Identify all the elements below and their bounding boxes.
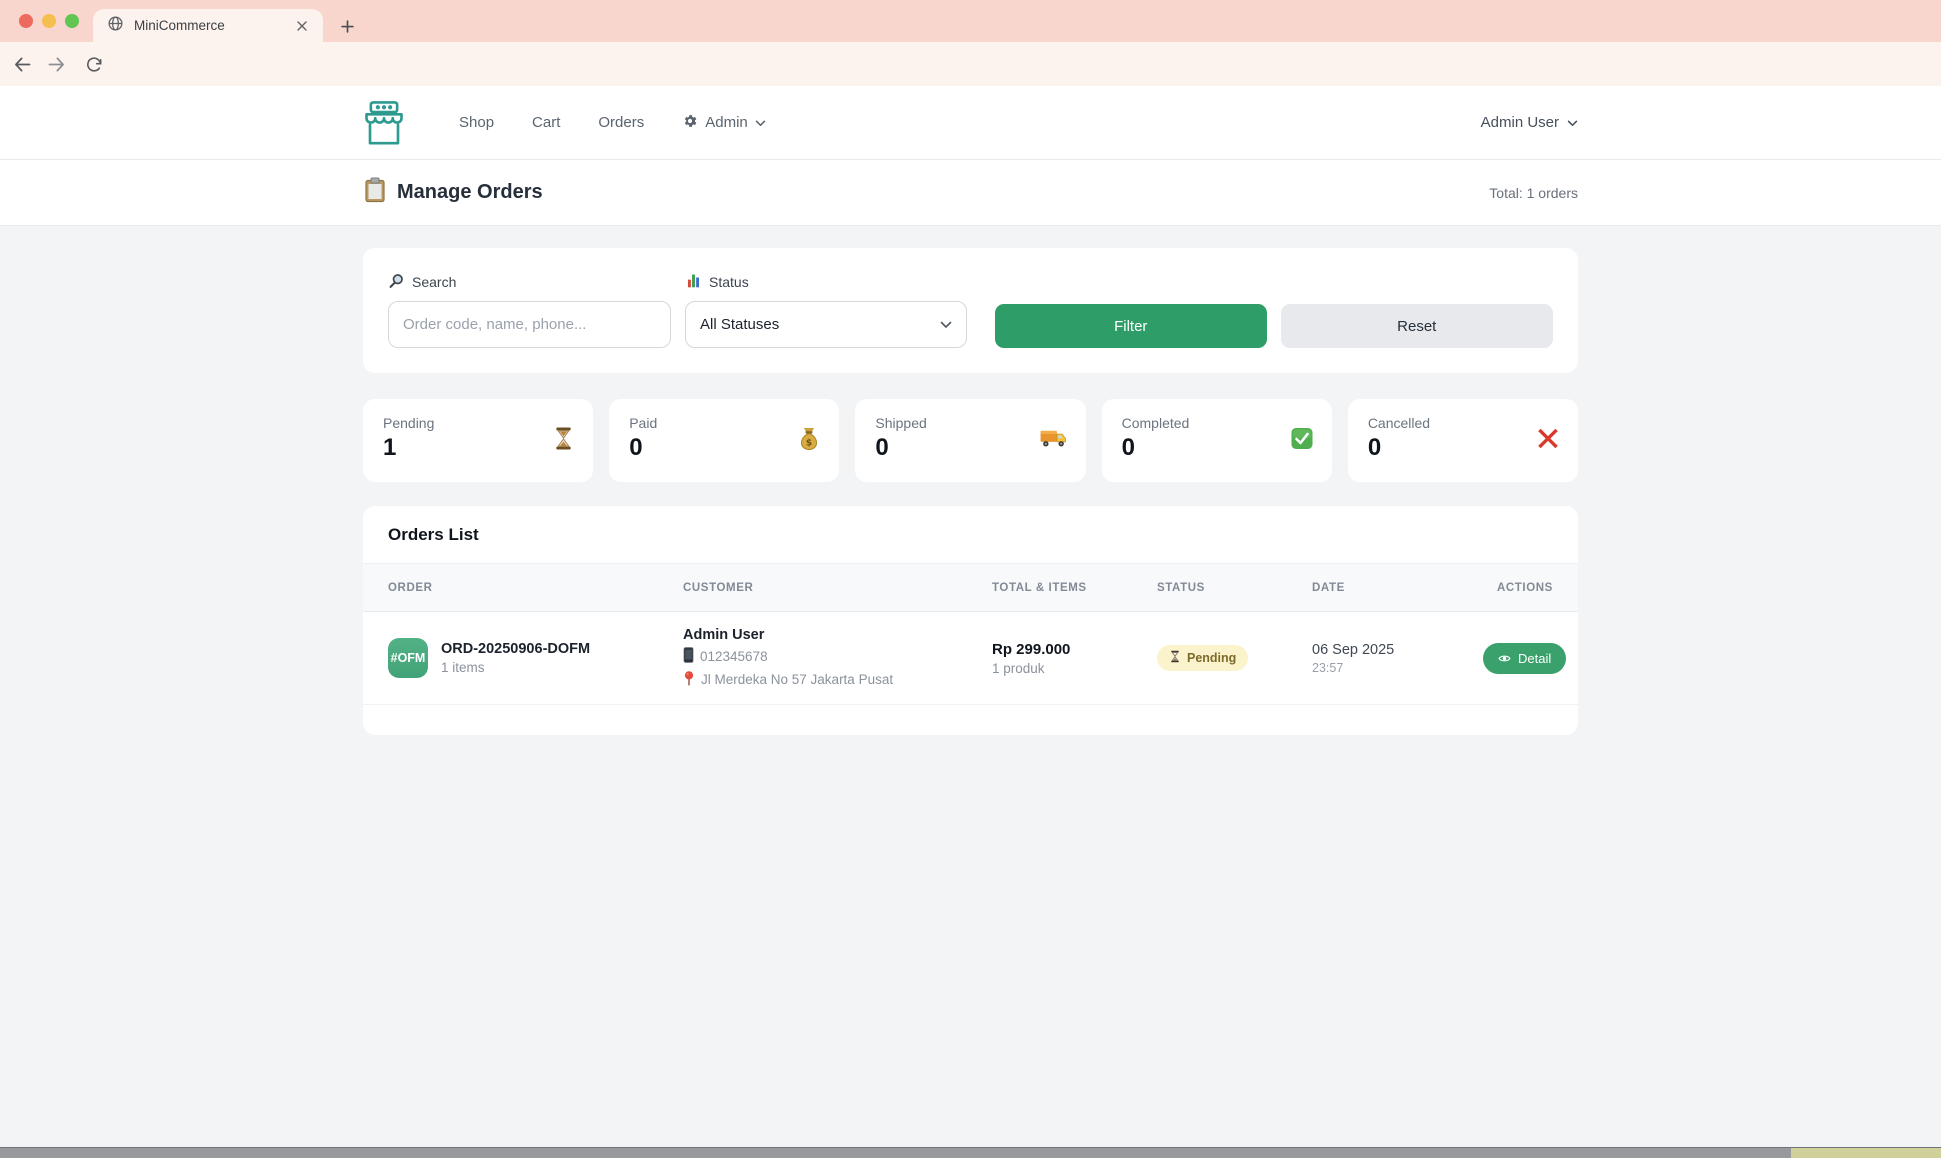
new-tab-button[interactable] (334, 13, 360, 39)
stat-card-pending: Pending 1 (363, 399, 594, 482)
customer-name: Admin User (683, 626, 765, 643)
orders-card: Orders List ORDER CUSTOMER TOTAL & ITEMS… (363, 506, 1578, 735)
stat-label: Completed (1121, 415, 1190, 431)
detail-button-label: Detail (1518, 650, 1552, 666)
admin-menu[interactable]: Admin (682, 113, 766, 133)
status-select[interactable]: All Statuses (685, 301, 967, 348)
close-window-button[interactable] (19, 14, 33, 28)
globe-favicon-icon (107, 15, 124, 37)
stats-row: Pending 1 Paid 0 $ Shipped (363, 399, 1579, 482)
page-title: Manage Orders (397, 181, 543, 203)
order-total: Rp 299.000 (992, 640, 1071, 658)
content: Search Status All Statuses (0, 226, 1941, 735)
admin-menu-label: Admin (705, 114, 748, 131)
bar-chart-icon (685, 272, 702, 292)
svg-text:$: $ (806, 438, 812, 448)
column-status: STATUS (1157, 581, 1205, 594)
clipboard-icon (363, 177, 387, 209)
total-orders: Total: 1 orders (1489, 184, 1578, 201)
user-menu[interactable]: Admin User (1481, 114, 1578, 131)
chevron-down-icon (1567, 114, 1578, 131)
order-items-count: 1 items (441, 660, 485, 675)
order-badge: #OFM (388, 638, 428, 678)
hourglass-icon (1169, 650, 1181, 666)
filter-card: Search Status All Statuses (363, 248, 1578, 373)
tab-close-icon[interactable] (293, 17, 311, 35)
tab-strip: MiniCommerce (0, 0, 1941, 42)
status-badge: Pending (1157, 645, 1249, 671)
stat-label: Pending (383, 415, 435, 431)
search-icon (388, 272, 405, 292)
stat-label: Cancelled (1367, 415, 1431, 431)
order-code: ORD-20250906-DOFM (441, 641, 591, 657)
filter-button[interactable]: Filter (995, 304, 1267, 348)
page: Shop Cart Orders Admin Admin User (0, 86, 1941, 1147)
column-order: ORDER (388, 581, 433, 594)
browser-toolbar: minicommerce.satutera.com/admin/orders F… (0, 42, 1941, 123)
stat-card-shipped: Shipped 0 (855, 399, 1086, 482)
stat-label: Paid (629, 415, 658, 431)
order-row: #OFM ORD-20250906-DOFM 1 items Admin Use… (363, 612, 1578, 705)
search-input[interactable] (388, 301, 671, 348)
minimize-window-button[interactable] (42, 14, 56, 28)
browser-tab[interactable]: MiniCommerce (93, 9, 323, 42)
reset-button[interactable]: Reset (1280, 304, 1553, 348)
detail-button[interactable]: Detail (1483, 642, 1567, 674)
column-actions: ACTIONS (1497, 581, 1553, 594)
hourglass-icon (552, 426, 575, 456)
status-badge-label: Pending (1187, 651, 1237, 665)
traffic-lights (19, 14, 79, 28)
back-button[interactable] (10, 52, 34, 76)
order-date: 06 Sep 2025 (1312, 641, 1395, 658)
stat-card-cancelled: Cancelled 0 (1347, 399, 1579, 482)
nav-links: Shop Cart Orders Admin (459, 113, 766, 133)
maximize-window-button[interactable] (65, 14, 79, 28)
money-bag-icon: $ (797, 425, 821, 456)
desktop-window-sliver (1791, 1148, 1941, 1158)
order-time: 23:57 (1312, 660, 1344, 675)
desktop-strip (0, 1147, 1941, 1158)
eye-icon (1498, 651, 1511, 666)
stat-value: 0 (875, 434, 889, 461)
nav-link-shop[interactable]: Shop (459, 114, 495, 131)
stat-value: 1 (383, 434, 397, 461)
nav-link-orders[interactable]: Orders (598, 114, 645, 131)
stat-card-completed: Completed 0 (1101, 399, 1332, 482)
forward-button[interactable] (44, 52, 68, 76)
stat-value: 0 (629, 434, 643, 461)
stat-value: 0 (1121, 434, 1135, 461)
status-select-value: All Statuses (700, 316, 780, 333)
page-header: Manage Orders Total: 1 orders (0, 160, 1941, 226)
nav-link-cart[interactable]: Cart (532, 114, 561, 131)
column-total-items: TOTAL & ITEMS (992, 581, 1087, 594)
column-customer: CUSTOMER (683, 581, 754, 594)
orders-table-header: ORDER CUSTOMER TOTAL & ITEMS STATUS DATE… (363, 563, 1578, 612)
search-label: Search (412, 274, 457, 290)
check-icon (1290, 426, 1314, 455)
chevron-down-icon (940, 316, 952, 333)
customer-address: Jl Merdeka No 57 Jakarta Pusat (701, 672, 894, 687)
cross-icon (1536, 426, 1560, 455)
phone-icon (683, 646, 694, 666)
stat-card-paid: Paid 0 $ (609, 399, 840, 482)
status-label: Status (709, 274, 749, 290)
orders-list-title: Orders List (388, 524, 479, 544)
customer-phone: 012345678 (700, 648, 768, 664)
gear-icon (682, 113, 698, 133)
stat-label: Shipped (875, 415, 927, 431)
reload-button[interactable] (82, 52, 106, 76)
truck-icon (1039, 427, 1068, 455)
site-nav: Shop Cart Orders Admin Admin User (0, 86, 1941, 160)
column-date: DATE (1312, 581, 1345, 594)
tab-title: MiniCommerce (134, 18, 225, 33)
stat-value: 0 (1367, 434, 1382, 461)
user-menu-label: Admin User (1480, 114, 1559, 131)
storefront-logo-icon[interactable] (363, 100, 405, 146)
order-quantity: 1 produk (992, 660, 1045, 676)
chevron-down-icon (755, 114, 766, 131)
pin-icon (683, 670, 695, 690)
